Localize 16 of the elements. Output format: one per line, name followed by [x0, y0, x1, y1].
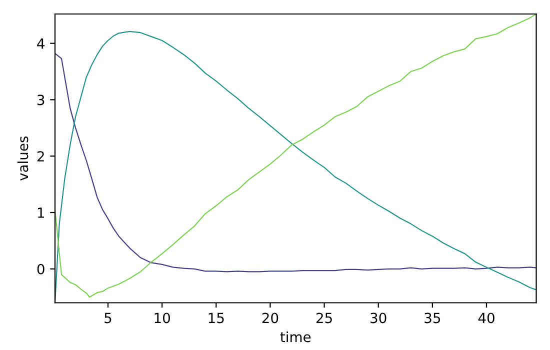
x-tick-label: 35 [424, 312, 440, 324]
y-tick-label: 0 [37, 264, 44, 274]
x-tick-label: 20 [262, 312, 278, 324]
x-axis-title: time [280, 331, 311, 342]
x-tick-label: 25 [316, 312, 332, 324]
y-tick-label: 2 [37, 151, 44, 162]
y-tick-label: 4 [37, 38, 44, 49]
x-tick-label: 15 [208, 312, 224, 324]
y-axis-title: values [17, 136, 28, 181]
x-tick-label: 5 [104, 312, 112, 324]
y-tick-label: 3 [38, 94, 44, 106]
line-series [55, 52, 536, 272]
y-tick-label: 1 [38, 208, 44, 218]
x-tick-label: 10 [154, 312, 170, 324]
x-tick-label: 40 [478, 312, 494, 324]
x-tick-label: 30 [370, 312, 386, 324]
